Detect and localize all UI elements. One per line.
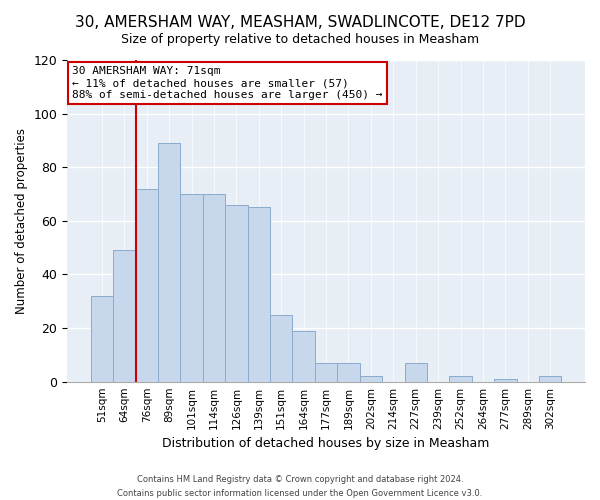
Bar [203, 194, 225, 382]
X-axis label: Distribution of detached houses by size in Measham: Distribution of detached houses by size … [163, 437, 490, 450]
Bar [248, 208, 270, 382]
Bar [315, 363, 337, 382]
Bar [292, 330, 315, 382]
Bar [270, 314, 292, 382]
Bar [181, 194, 203, 382]
Bar [337, 363, 360, 382]
Bar [91, 296, 113, 382]
Bar [539, 376, 562, 382]
Text: Size of property relative to detached houses in Measham: Size of property relative to detached ho… [121, 32, 479, 46]
Bar [113, 250, 136, 382]
Bar [158, 143, 181, 382]
Bar [225, 205, 248, 382]
Text: 30, AMERSHAM WAY, MEASHAM, SWADLINCOTE, DE12 7PD: 30, AMERSHAM WAY, MEASHAM, SWADLINCOTE, … [74, 15, 526, 30]
Text: 30 AMERSHAM WAY: 71sqm
← 11% of detached houses are smaller (57)
88% of semi-det: 30 AMERSHAM WAY: 71sqm ← 11% of detached… [73, 66, 383, 100]
Bar [494, 379, 517, 382]
Y-axis label: Number of detached properties: Number of detached properties [15, 128, 28, 314]
Bar [449, 376, 472, 382]
Bar [360, 376, 382, 382]
Text: Contains HM Land Registry data © Crown copyright and database right 2024.
Contai: Contains HM Land Registry data © Crown c… [118, 476, 482, 498]
Bar [136, 188, 158, 382]
Bar [404, 363, 427, 382]
